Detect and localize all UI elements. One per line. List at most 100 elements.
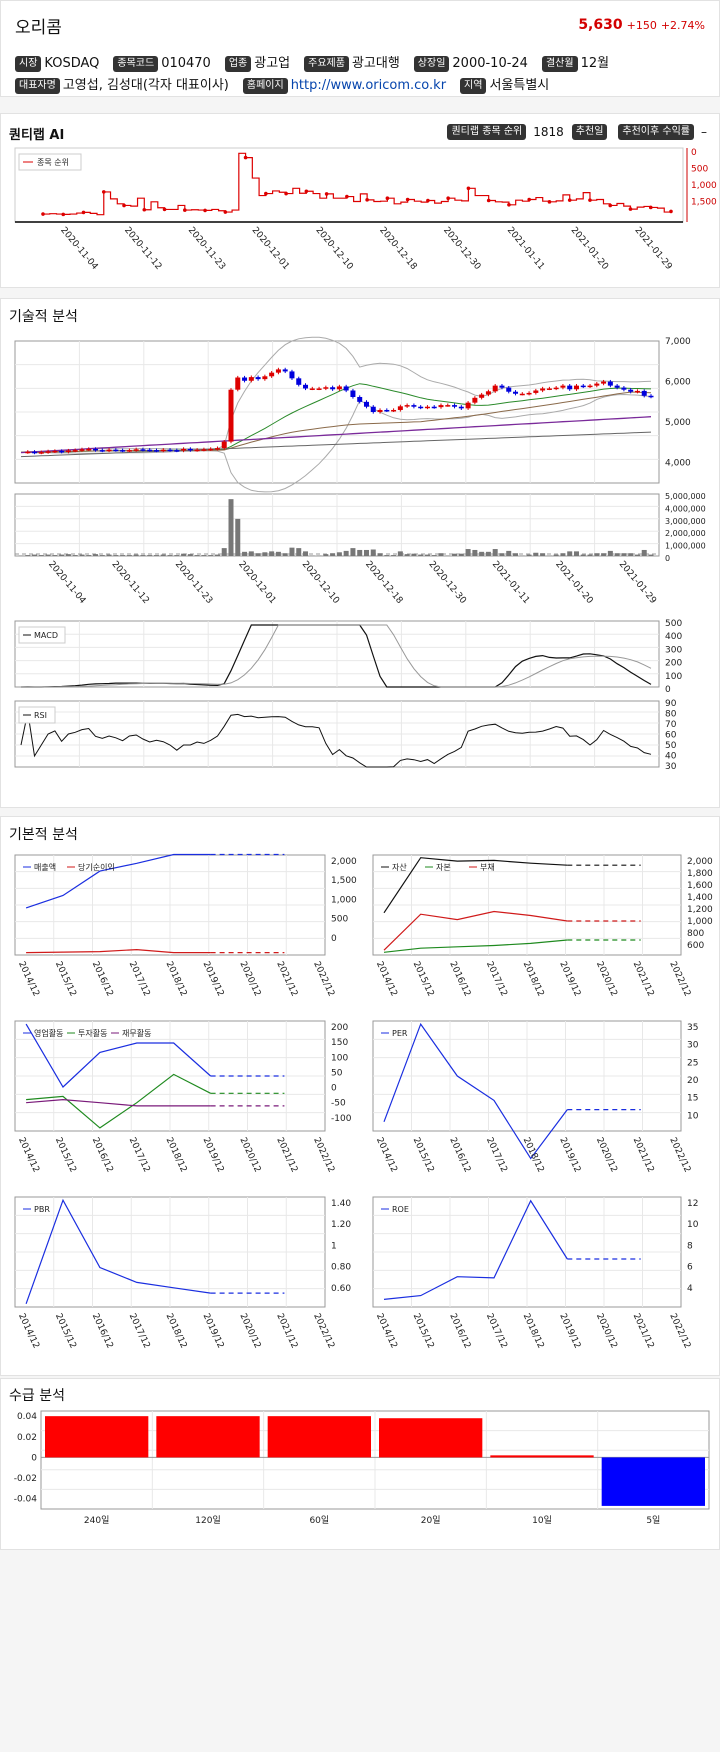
rank-point bbox=[385, 196, 390, 200]
fund-title: 기본적 분석 bbox=[9, 827, 78, 843]
candle-body bbox=[93, 448, 99, 451]
macd-ytick: 200 bbox=[665, 659, 682, 669]
candle-body bbox=[628, 389, 634, 392]
sales-xtick: 2022/12 bbox=[311, 960, 336, 998]
roe-ytick: 12 bbox=[687, 1199, 698, 1209]
homepage-link[interactable]: http://www.oricom.co.kr bbox=[290, 78, 447, 93]
candle-body bbox=[120, 450, 126, 452]
candle-body bbox=[485, 391, 491, 395]
cashflow-ytick: 50 bbox=[331, 1068, 343, 1078]
rsi-ytick: 50 bbox=[665, 741, 677, 751]
cashflow-xtick: 2015/12 bbox=[53, 1136, 78, 1174]
candle-body bbox=[242, 377, 248, 381]
cashflow-legend-label: 재무활동 bbox=[122, 1028, 151, 1038]
volume-bar bbox=[113, 555, 119, 556]
candle-body bbox=[526, 392, 532, 395]
candle-body bbox=[201, 449, 207, 451]
candle-body bbox=[519, 393, 525, 396]
volume-bar bbox=[79, 554, 85, 556]
sales-ytick: 0 bbox=[331, 934, 337, 944]
per-xtick: 2016/12 bbox=[447, 1136, 472, 1174]
candle-body bbox=[248, 377, 254, 381]
supply-xtick: 5일 bbox=[646, 1515, 660, 1526]
volume-ytick: 5,000,000 bbox=[665, 492, 706, 501]
volume-bar bbox=[133, 554, 139, 556]
per-line bbox=[383, 1022, 568, 1160]
candle-body bbox=[323, 387, 329, 389]
candle-body bbox=[289, 371, 295, 379]
homepage-label: 홈페이지 bbox=[242, 78, 288, 94]
volume-bar bbox=[377, 553, 383, 556]
rank-point bbox=[162, 207, 167, 212]
volume-bar bbox=[472, 549, 478, 556]
candle-body bbox=[560, 385, 566, 388]
balance-ytick: 2,000 bbox=[687, 857, 713, 867]
volume-bar bbox=[573, 551, 579, 556]
volume-ytick: 1,000,000 bbox=[665, 542, 706, 551]
pbr-line bbox=[25, 1198, 211, 1305]
volume-bar bbox=[120, 555, 126, 556]
price-ytick: 7,000 bbox=[665, 337, 691, 347]
volume-bar bbox=[147, 555, 153, 556]
volume-bar bbox=[465, 549, 471, 556]
macd-ytick: 0 bbox=[665, 685, 671, 695]
candle-body bbox=[255, 377, 261, 380]
volume-bar bbox=[296, 548, 302, 556]
rank-point bbox=[567, 198, 572, 202]
rsi-ytick: 40 bbox=[665, 751, 677, 761]
sales-xtick: 2016/12 bbox=[90, 960, 115, 998]
bollinger-upper bbox=[20, 336, 652, 453]
supply-bar bbox=[156, 1416, 260, 1458]
candle-body bbox=[601, 381, 607, 384]
candle-body bbox=[160, 449, 166, 452]
volume-bar bbox=[418, 554, 424, 556]
candle-body bbox=[506, 387, 512, 392]
volume-bar bbox=[492, 549, 498, 556]
volume-bar bbox=[533, 552, 539, 556]
candle-body bbox=[377, 409, 383, 412]
rank-point bbox=[81, 210, 86, 215]
volume-bar bbox=[499, 553, 505, 556]
volume-bar bbox=[424, 554, 430, 556]
volume-ytick: 0 bbox=[665, 554, 670, 563]
rank-point bbox=[547, 200, 552, 204]
candle-body bbox=[357, 396, 363, 402]
rank-point bbox=[324, 192, 329, 196]
ma120-line bbox=[20, 416, 652, 454]
candle-body bbox=[573, 385, 579, 390]
price-ytick: 5,000 bbox=[665, 418, 691, 428]
per-ytick: 15 bbox=[687, 1094, 698, 1104]
supply-xtick: 240일 bbox=[84, 1515, 109, 1526]
candle-body bbox=[492, 385, 498, 392]
candle-body bbox=[126, 450, 132, 452]
candle-body bbox=[25, 451, 31, 454]
volume-bar bbox=[634, 554, 640, 556]
balance-line bbox=[383, 939, 568, 953]
rank-point bbox=[588, 198, 592, 202]
balance-xtick: 2020/12 bbox=[594, 960, 619, 998]
rank-point bbox=[264, 191, 268, 196]
rank-point bbox=[203, 208, 207, 213]
candle-body bbox=[309, 388, 315, 390]
volume-bar bbox=[235, 518, 241, 556]
candle-body bbox=[540, 388, 546, 391]
volume-bar bbox=[384, 555, 390, 556]
rank-point bbox=[365, 198, 369, 202]
stock-price: 5,630 +150 +2.74% bbox=[578, 17, 705, 33]
volume-bar bbox=[59, 554, 65, 556]
candle-body bbox=[45, 451, 51, 453]
sales-xtick: 2014/12 bbox=[16, 960, 41, 998]
volume-bar bbox=[181, 553, 187, 556]
candle-body bbox=[72, 450, 78, 452]
rank-point bbox=[628, 207, 633, 211]
per-xtick: 2017/12 bbox=[484, 1136, 509, 1174]
pbr-xtick: 2015/12 bbox=[53, 1312, 78, 1350]
macd-legend-label: MACD bbox=[34, 631, 58, 640]
rsi-ytick: 80 bbox=[665, 709, 677, 719]
tech-xtick: 2020-11-12 bbox=[109, 560, 150, 607]
rank-point bbox=[405, 197, 410, 202]
tech-xtick: 2020-12-01 bbox=[236, 560, 277, 607]
candle-body bbox=[404, 405, 410, 407]
candle-body bbox=[458, 406, 464, 409]
rank-point bbox=[446, 196, 450, 200]
